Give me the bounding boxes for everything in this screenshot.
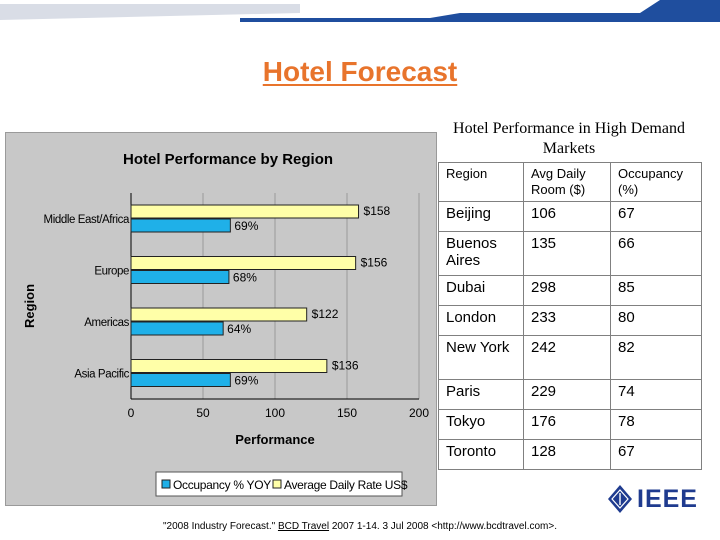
- rate-data-label: $156: [361, 256, 388, 270]
- legend-label-occupancy: Occupancy % YOY: [173, 478, 271, 492]
- legend-label-rate: Average Daily Rate US$: [284, 478, 408, 492]
- ieee-logo-text: IEEE: [637, 485, 698, 513]
- cell-occupancy: 78: [610, 409, 702, 440]
- ieee-logo: IEEE: [607, 483, 697, 515]
- y-category-label: Middle East/Africa: [44, 214, 130, 226]
- cell-region: Toronto: [438, 439, 524, 470]
- header-avg-daily-room: Avg Daily Room ($): [523, 162, 611, 202]
- occupancy-bar: [130, 321, 224, 336]
- header-region: Region: [438, 162, 524, 202]
- header-band: [0, 0, 720, 22]
- y-category-label: Europe: [94, 265, 129, 277]
- hotel-performance-table: Region Avg Daily Room ($) Occupancy (%) …: [438, 162, 702, 470]
- chart-title: Hotel Performance by Region: [123, 151, 333, 168]
- cell-occupancy: 67: [610, 439, 702, 470]
- rate-data-label: $136: [332, 359, 359, 373]
- table-header-row: Region Avg Daily Room ($) Occupancy (%): [438, 162, 702, 202]
- table-row: Beijing 106 67: [438, 201, 702, 232]
- cell-region: Paris: [438, 379, 524, 410]
- y-category-label: Americas: [84, 317, 129, 329]
- occupancy-data-label: 64%: [227, 322, 251, 336]
- x-tick-label: 0: [128, 406, 135, 420]
- rate-bar: [130, 307, 308, 322]
- cell-rate: 298: [523, 275, 611, 306]
- occupancy-data-label: 69%: [234, 374, 258, 388]
- table-row: Buenos Aires 135 66: [438, 231, 702, 276]
- cell-region: Tokyo: [438, 409, 524, 440]
- x-tick-label: 100: [265, 406, 285, 420]
- legend-swatch-rate: [272, 479, 282, 489]
- table-row: New York 242 82: [438, 335, 702, 380]
- citation-footer: "2008 Industry Forecast." BCD Travel 200…: [0, 521, 720, 532]
- header-band-dark: [240, 0, 720, 22]
- rate-bar: [130, 359, 328, 373]
- occupancy-bar: [130, 270, 230, 284]
- cell-occupancy: 74: [610, 379, 702, 410]
- table-row: Dubai 298 85: [438, 275, 702, 306]
- cell-rate: 135: [523, 231, 611, 276]
- x-tick-label: 50: [196, 406, 210, 420]
- legend-swatch-occupancy: [161, 479, 171, 489]
- y-axis-label: Region: [22, 284, 37, 328]
- cell-region: Beijing: [438, 201, 524, 232]
- cell-rate: 229: [523, 379, 611, 410]
- rate-data-label: $122: [312, 307, 339, 321]
- slide-title: Hotel Forecast: [262, 56, 458, 87]
- y-category-label: Asia Pacific: [74, 368, 129, 380]
- rate-data-label: $158: [364, 204, 391, 218]
- cell-occupancy: 67: [610, 201, 702, 232]
- cell-region: London: [438, 305, 524, 336]
- occupancy-data-label: 69%: [234, 219, 258, 233]
- x-tick-label: 200: [409, 406, 429, 420]
- rate-bar: [130, 204, 360, 219]
- rate-bar: [130, 256, 357, 270]
- citation-prefix: "2008 Industry Forecast.": [163, 521, 276, 532]
- table-row: Paris 229 74: [438, 379, 702, 410]
- citation-suffix: 2007 1-14. 3 Jul 2008 <http://www.bcdtra…: [331, 521, 557, 532]
- cell-occupancy: 66: [610, 231, 702, 276]
- table-caption: Hotel Performance in High Demand Markets: [453, 120, 685, 157]
- cell-region: New York: [438, 335, 524, 380]
- cell-rate: 176: [523, 409, 611, 440]
- cell-rate: 233: [523, 305, 611, 336]
- header-occupancy: Occupancy (%): [610, 162, 702, 202]
- table-row: Toronto 128 67: [438, 439, 702, 470]
- cell-rate: 242: [523, 335, 611, 380]
- table-row: London 233 80: [438, 305, 702, 336]
- cell-region: Dubai: [438, 275, 524, 306]
- occupancy-bar: [130, 373, 231, 387]
- ieee-diamond-icon: [608, 485, 632, 513]
- citation-link[interactable]: BCD Travel: [277, 521, 330, 532]
- cell-rate: 106: [523, 201, 611, 232]
- table-row: Tokyo 176 78: [438, 409, 702, 440]
- occupancy-bar: [130, 218, 231, 233]
- x-tick-label: 150: [337, 406, 357, 420]
- cell-region: Buenos Aires: [438, 231, 524, 276]
- chart-panel: Hotel Performance by Region 0 50 100 150 200 P…: [5, 132, 437, 506]
- cell-occupancy: 80: [610, 305, 702, 336]
- header-band-light: [0, 4, 300, 20]
- cell-occupancy: 82: [610, 335, 702, 380]
- occupancy-data-label: 68%: [233, 271, 257, 285]
- cell-occupancy: 85: [610, 275, 702, 306]
- cell-rate: 128: [523, 439, 611, 470]
- x-axis-label: Performance: [235, 432, 314, 447]
- bar-chart: Hotel Performance by Region 0 50 100 150 200 P…: [22, 151, 429, 497]
